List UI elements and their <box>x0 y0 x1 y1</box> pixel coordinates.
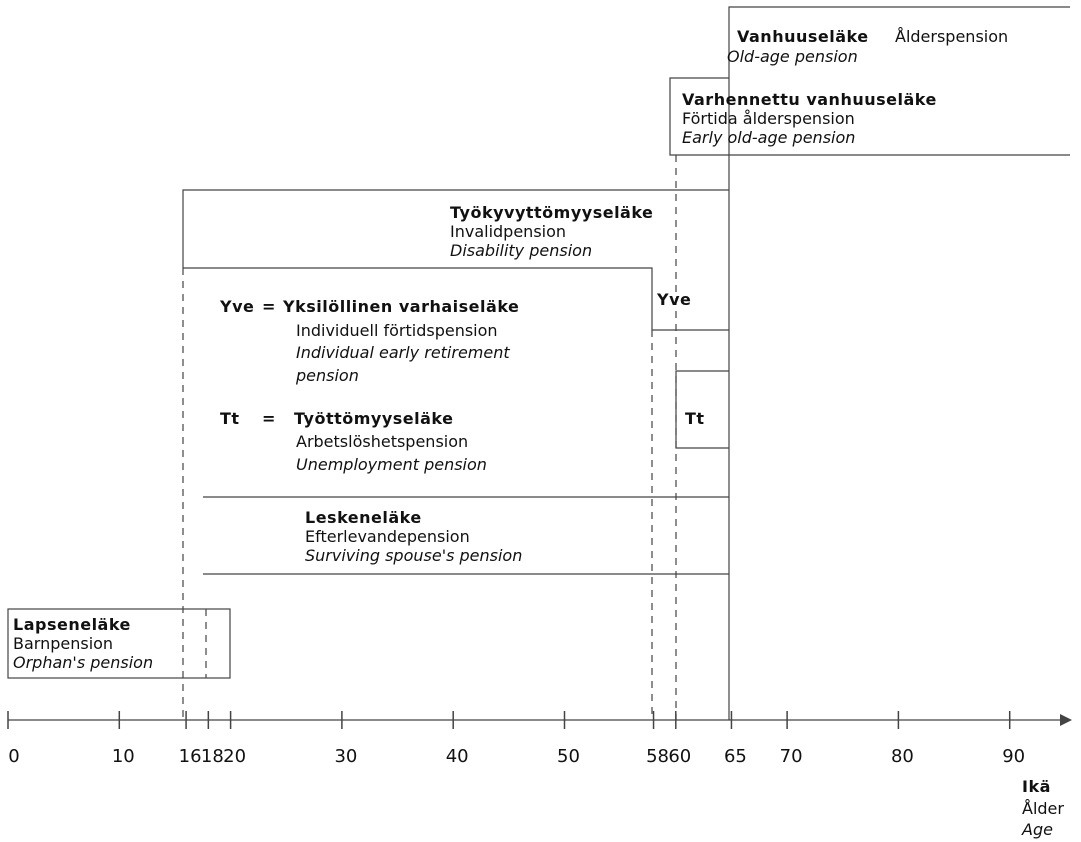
tick-label: 10 <box>112 746 135 767</box>
tt-box <box>675 370 729 449</box>
box-english: Old-age pension <box>727 47 858 66</box>
axis-label: Ikä <box>1022 777 1051 796</box>
early-old-age-box <box>669 77 1070 156</box>
legend-english: Individual early retirement <box>296 343 510 362</box>
axis-label: Age <box>1021 820 1053 839</box>
box-swedish: Barnpension <box>13 634 113 653</box>
tick-label: 70 <box>780 746 803 767</box>
legend-sign: = <box>262 409 276 428</box>
axis-label: Ålder <box>1022 799 1064 818</box>
box-title: Varhennettu vanhuuseläke <box>682 90 937 109</box>
legend-title: Työttömyyseläke <box>294 409 453 428</box>
legend-abbr: Tt <box>220 409 240 428</box>
yve-box <box>183 267 729 331</box>
tick-label: 30 <box>334 746 357 767</box>
box-lines <box>7 6 1072 726</box>
box-english: Orphan's pension <box>13 653 153 672</box>
box-title: Lapseneläke <box>13 615 131 634</box>
tick-label: 65 <box>724 746 747 767</box>
legend-english: pension <box>295 366 359 385</box>
box-title: Vanhuuseläke <box>737 27 869 46</box>
box-english: Surviving spouse's pension <box>305 546 522 565</box>
box-english: Early old-age pension <box>682 128 855 147</box>
marker-label: Tt <box>685 409 705 428</box>
tick-label: 0 <box>8 746 19 767</box>
tick-label: 90 <box>1002 746 1025 767</box>
tick-label: 18 <box>201 746 224 767</box>
legend-abbr: Yve <box>219 297 254 316</box>
legend-sign: = <box>262 297 276 316</box>
box-swedish: Ålderspension <box>895 27 1008 46</box>
disability-box <box>182 189 729 268</box>
box-swedish: Förtida ålderspension <box>682 109 855 128</box>
box-swedish: Invalidpension <box>450 222 566 241</box>
legend-swedish: Individuell förtidspension <box>296 321 498 340</box>
tick-label: 80 <box>891 746 914 767</box>
marker-label: Yve <box>656 290 691 309</box>
box-english: Disability pension <box>450 241 592 260</box>
tick-label: 16 <box>179 746 202 767</box>
tick-label: 60 <box>668 746 691 767</box>
axis-arrow <box>1060 714 1072 726</box>
box-swedish: Efterlevandepension <box>305 527 470 546</box>
orphan-box <box>7 608 231 679</box>
tick-label: 20 <box>223 746 246 767</box>
legend-english: Unemployment pension <box>296 455 487 474</box>
legend-swedish: Arbetslöshetspension <box>296 432 468 451</box>
box-title: Työkyvyttömyyseläke <box>450 203 653 222</box>
old-age-box <box>728 6 1070 720</box>
tick-label: 40 <box>446 746 469 767</box>
tick-label: 58 <box>646 746 669 767</box>
legend-title: Yksilöllinen varhaiseläke <box>282 297 519 316</box>
tick-label: 50 <box>557 746 580 767</box>
box-title: Leskeneläke <box>305 508 422 527</box>
